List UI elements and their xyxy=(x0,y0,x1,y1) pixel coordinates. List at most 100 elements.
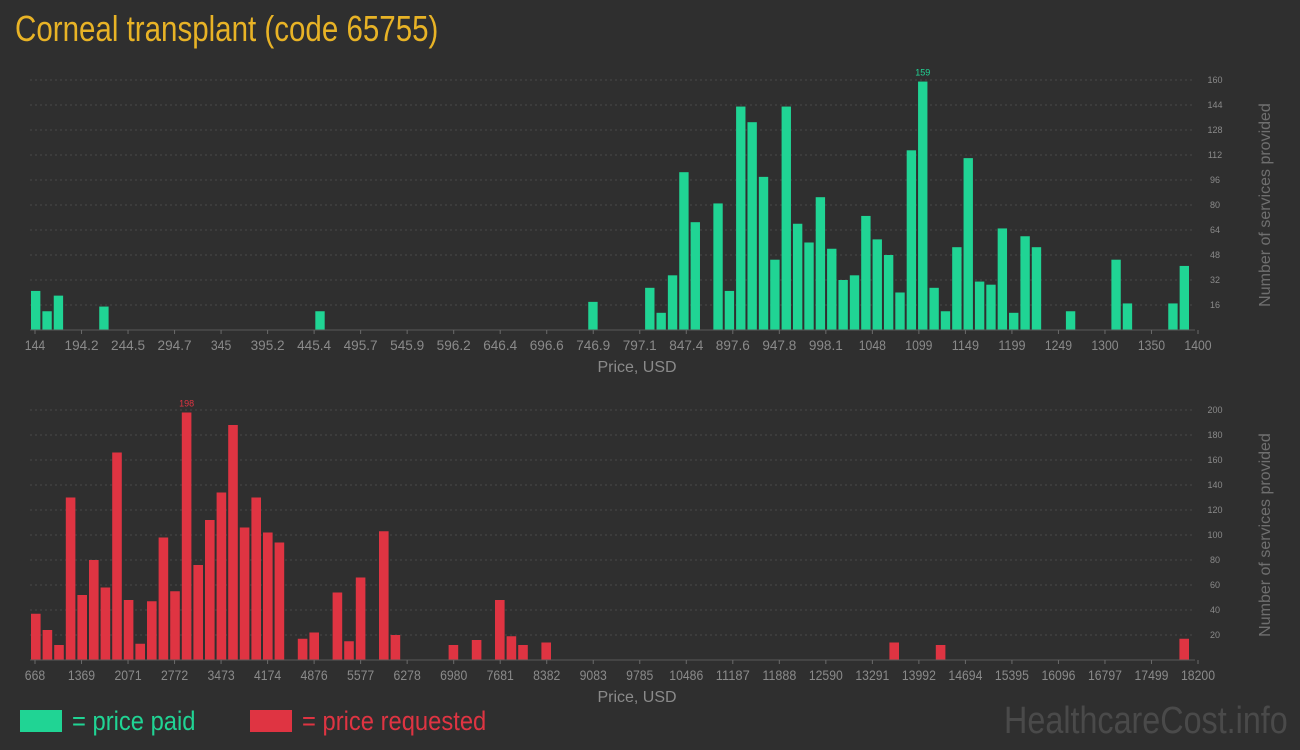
histogram-bar xyxy=(792,223,803,330)
x-tick-label: 13992 xyxy=(902,667,936,683)
x-tick-label: 16096 xyxy=(1041,667,1075,683)
histogram-bar xyxy=(158,537,169,660)
x-tick-label: 696.6 xyxy=(530,337,564,353)
y-tick-label: 48 xyxy=(1210,250,1220,260)
histogram-bar xyxy=(315,311,325,330)
x-tick-label: 13291 xyxy=(855,667,889,683)
histogram-bar xyxy=(379,531,389,660)
histogram-bar xyxy=(77,595,87,660)
legend-swatch-paid xyxy=(20,710,62,732)
histogram-bar xyxy=(100,587,111,660)
x-tick-label: 1369 xyxy=(68,667,95,683)
legend-price-paid: = price paid xyxy=(20,704,212,738)
x-tick-label: 596.2 xyxy=(437,337,471,353)
histogram-bar xyxy=(216,492,227,660)
y-tick-label: 80 xyxy=(1210,200,1220,210)
histogram-bar xyxy=(849,275,860,330)
x-tick-label: 797.1 xyxy=(623,337,657,353)
x-axis-title: Price, USD xyxy=(597,359,676,376)
histogram-bar xyxy=(42,311,52,330)
legend-label-requested: = price requested xyxy=(302,705,487,736)
x-tick-label: 1149 xyxy=(952,337,979,353)
histogram-bar xyxy=(804,242,814,330)
histogram-bar xyxy=(952,247,962,330)
x-tick-label: 646.4 xyxy=(483,337,517,353)
histogram-bar xyxy=(656,312,666,330)
x-tick-label: 2071 xyxy=(114,667,141,683)
histogram-bar xyxy=(1020,236,1030,330)
histogram-bar xyxy=(838,280,848,330)
histogram-bar xyxy=(827,248,837,330)
x-tick-label: 1300 xyxy=(1091,337,1118,353)
histogram-bar xyxy=(344,641,354,660)
x-tick-label: 746.9 xyxy=(576,337,610,353)
histogram-bar xyxy=(861,215,871,330)
max-value-label: 159 xyxy=(915,68,930,78)
histogram-bar xyxy=(889,642,899,660)
legend-price-requested: = price requested xyxy=(250,704,511,738)
histogram-bar xyxy=(645,287,655,330)
histogram-bar xyxy=(997,228,1008,330)
legend-label-paid: = price paid xyxy=(72,705,196,736)
histogram-bar xyxy=(471,640,482,660)
x-tick-label: 897.6 xyxy=(716,337,750,353)
histogram-bar xyxy=(1065,311,1076,330)
y-tick-label: 140 xyxy=(1207,480,1222,490)
histogram-bar xyxy=(135,643,145,660)
histogram-bar xyxy=(251,497,261,660)
histogram-bar xyxy=(99,306,109,330)
x-tick-label: 668 xyxy=(25,667,46,683)
x-tick-label: 495.7 xyxy=(344,337,378,353)
histogram-bar xyxy=(667,275,678,330)
histogram-bar xyxy=(906,150,917,330)
y-tick-label: 160 xyxy=(1207,75,1222,85)
y-tick-label: 120 xyxy=(1207,505,1222,515)
x-tick-label: 17499 xyxy=(1134,667,1168,683)
histogram-bar xyxy=(1179,638,1189,660)
x-tick-label: 4876 xyxy=(301,667,328,683)
histogram-bar xyxy=(872,239,882,330)
x-tick-label: 998.1 xyxy=(809,337,843,353)
histogram-bar xyxy=(147,601,157,660)
x-tick-label: 18200 xyxy=(1181,667,1215,683)
y-tick-label: 112 xyxy=(1208,150,1222,160)
histogram-bar xyxy=(31,290,41,330)
x-tick-label: 1400 xyxy=(1184,337,1211,353)
y-tick-label: 20 xyxy=(1210,630,1220,640)
histogram-bar xyxy=(724,290,735,330)
histogram-bar xyxy=(770,259,780,330)
histogram-bar xyxy=(297,638,308,660)
y-tick-label: 96 xyxy=(1210,175,1220,185)
histogram-bar xyxy=(355,577,366,660)
x-tick-label: 244.5 xyxy=(111,337,145,353)
x-tick-label: 9083 xyxy=(580,667,607,683)
histogram-bar xyxy=(588,301,598,330)
x-tick-label: 15395 xyxy=(995,667,1029,683)
x-tick-label: 16797 xyxy=(1088,667,1122,683)
y-tick-label: 144 xyxy=(1207,100,1222,110)
x-tick-label: 8382 xyxy=(533,667,560,683)
histogram-bar xyxy=(679,172,689,330)
histogram-bar xyxy=(390,635,401,660)
histogram-bar xyxy=(929,287,939,330)
histogram-bar xyxy=(883,255,894,330)
histogram-bar xyxy=(205,520,215,660)
x-tick-label: 847.4 xyxy=(669,337,703,353)
histogram-bar xyxy=(495,600,505,660)
histogram-bar xyxy=(541,642,551,660)
x-tick-label: 1099 xyxy=(905,337,932,353)
x-tick-label: 11187 xyxy=(716,667,750,683)
x-tick-label: 14694 xyxy=(948,667,982,683)
histogram-bar xyxy=(193,565,203,660)
y-axis-title: Number of services provided xyxy=(1257,103,1274,307)
x-tick-label: 194.2 xyxy=(65,337,99,353)
histogram-bar xyxy=(181,412,192,660)
histogram-bar xyxy=(781,106,791,330)
histogram-bar xyxy=(54,645,64,660)
x-tick-label: 2772 xyxy=(161,667,188,683)
histogram-bar xyxy=(89,560,99,660)
y-tick-label: 60 xyxy=(1210,580,1220,590)
x-tick-label: 9785 xyxy=(626,667,653,683)
histogram-bar xyxy=(518,645,528,660)
histogram-bar xyxy=(31,613,41,660)
